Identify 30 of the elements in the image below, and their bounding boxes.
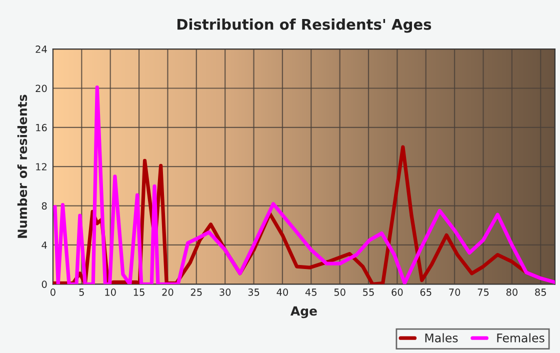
x-tick-label: 50 — [334, 288, 346, 296]
x-tick-label: 85 — [535, 288, 546, 296]
x-tick-label: 75 — [478, 288, 489, 296]
x-tick-label: 80 — [506, 288, 518, 296]
y-tick-label: 8 — [42, 202, 47, 210]
chart-title: Distribution of Residents' Ages — [177, 18, 432, 33]
x-tick-label: 20 — [162, 288, 174, 296]
x-tick-label: 10 — [105, 288, 116, 296]
y-tick-label: 4 — [42, 242, 47, 249]
y-tick-label: 20 — [36, 84, 47, 92]
x-tick-label: 25 — [190, 288, 202, 296]
legend-label: Females — [497, 333, 544, 342]
y-tick-label: 0 — [42, 280, 47, 288]
y-tick-label: 12 — [36, 163, 46, 170]
x-tick-label: 30 — [220, 288, 231, 296]
y-tick-label: 16 — [36, 124, 47, 132]
legend-label: Males — [425, 333, 458, 342]
x-tick-label: 60 — [392, 288, 403, 296]
x-tick-label: 45 — [305, 288, 316, 296]
x-tick-label: 40 — [276, 288, 288, 296]
x-tick-label: 55 — [363, 288, 374, 296]
x-tick-label: 35 — [248, 288, 260, 296]
y-axis-title: Number of residents — [17, 94, 28, 238]
x-tick-label: 5 — [79, 288, 84, 296]
x-tick-label: 0 — [50, 288, 56, 296]
x-tick-label: 15 — [134, 288, 144, 296]
x-axis-title: Age — [290, 306, 317, 318]
x-tick-label: 70 — [449, 288, 460, 296]
x-tick-label: 65 — [420, 288, 432, 296]
y-tick-label: 24 — [36, 46, 47, 53]
